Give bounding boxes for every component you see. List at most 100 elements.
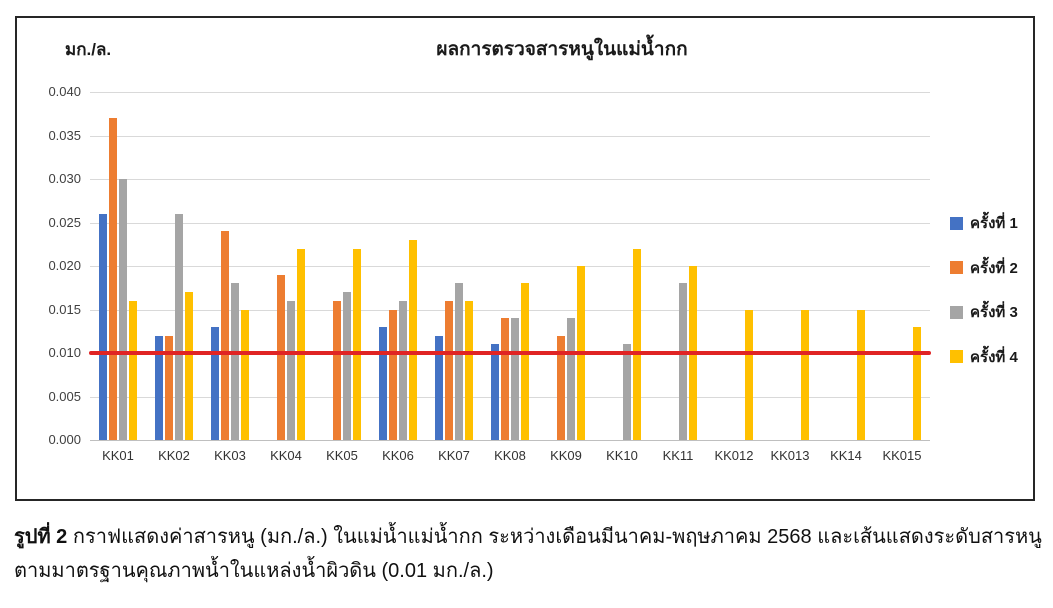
bar: [165, 335, 173, 440]
bar-group-KK04: [258, 92, 314, 440]
legend-swatch: [950, 305, 963, 319]
bar: [333, 300, 341, 440]
bar: [211, 326, 219, 440]
bar: [277, 274, 285, 440]
bar: [801, 309, 809, 440]
legend-item: ครั้งที่ 3: [950, 303, 1018, 321]
bar: [623, 344, 631, 440]
x-axis-label: KK03: [214, 448, 246, 463]
gridline: [90, 222, 930, 224]
x-axis-label: KK012: [714, 448, 754, 463]
bar: [185, 292, 193, 440]
y-axis-tick-label: 0.000: [48, 432, 81, 447]
bar-group-KK015: [874, 92, 930, 440]
legend-label: ครั้งที่ 3: [970, 304, 1018, 321]
bar: [399, 300, 407, 440]
bar-group-KK10: [594, 92, 650, 440]
x-axis-label: KK013: [770, 448, 810, 463]
bar: [633, 248, 641, 440]
x-axis: KK01 KK02 KK03 KK04 KK05 KK06 KK07 KK08 KK09 KK10…: [90, 448, 930, 463]
bar: [241, 309, 249, 440]
legend-item: ครั้งที่ 4: [950, 348, 1018, 366]
bar: [409, 239, 417, 440]
bar: [231, 283, 239, 440]
x-axis-label: KK06: [382, 448, 414, 463]
bar: [129, 300, 137, 440]
bar: [455, 283, 463, 440]
caption-number: รูปที่ 2: [14, 526, 68, 548]
y-axis-tick-label: 0.020: [48, 258, 81, 273]
bar-group-KK11: [650, 92, 706, 440]
legend-label: ครั้งที่ 2: [970, 259, 1018, 277]
bar: [511, 318, 519, 440]
bar-group-KK013: [762, 92, 818, 440]
y-axis-unit-label: มก./ล.: [65, 40, 112, 59]
bar: [343, 292, 351, 440]
bar: [435, 335, 443, 440]
bar: [679, 283, 687, 440]
bar: [287, 300, 295, 440]
legend-swatch: [950, 216, 963, 230]
gridline: [90, 135, 930, 137]
chart-frame: มก./ล. ผลการตรวจสารหนูในแม่น้ำกก 0.040 0.…: [15, 16, 1035, 501]
bar: [221, 231, 229, 440]
bar: [445, 300, 453, 440]
figure-caption: รูปที่ 2 กราฟแสดงค่าสารหนู (มก./ล.) ในแม…: [14, 520, 1042, 588]
x-axis-label: KK14: [830, 448, 862, 463]
bar-group-KK03: [202, 92, 258, 440]
x-axis-label: KK015: [882, 448, 922, 463]
bar-group-KK05: [314, 92, 370, 440]
gridline: [90, 179, 930, 180]
bar-group-KK08: [482, 92, 538, 440]
bar: [109, 118, 117, 440]
plot-area: [89, 92, 931, 441]
bar-groups: [90, 92, 930, 440]
bar: [175, 213, 183, 440]
y-axis-tick-label: 0.040: [48, 84, 81, 99]
bar: [379, 326, 387, 440]
caption-text: กราฟแสดงค่าสารหนู (มก./ล.) ในแม่น้ำแม่น้…: [14, 526, 1042, 582]
bar-group-KK012: [706, 92, 762, 440]
bar: [521, 283, 529, 440]
standard-reference-line: [89, 351, 931, 355]
y-axis-tick-label: 0.030: [48, 171, 81, 186]
y-axis-tick-label: 0.025: [48, 214, 81, 230]
bar: [913, 326, 921, 440]
legend-swatch: [950, 261, 963, 274]
bar: [155, 335, 163, 440]
bar: [297, 248, 305, 440]
bar: [119, 179, 127, 440]
legend-swatch: [950, 350, 963, 363]
legend-item: ครั้งที่ 1: [950, 214, 1018, 232]
x-axis-label: KK02: [158, 448, 190, 463]
gridline: [90, 309, 930, 311]
bar-group-KK07: [426, 92, 482, 440]
x-axis-label: KK04: [270, 448, 302, 463]
bar: [353, 248, 361, 440]
gridline: [90, 266, 930, 267]
x-axis-label: KK07: [438, 448, 470, 463]
y-axis-tick-label: 0.005: [48, 388, 81, 404]
legend-label: ครั้งที่ 1: [970, 215, 1018, 232]
y-axis-tick-label: 0.015: [48, 301, 81, 317]
bar: [389, 309, 397, 440]
bar: [491, 344, 499, 440]
x-axis-label: KK01: [102, 448, 134, 463]
bar-group-KK06: [370, 92, 426, 440]
bar-group-KK14: [818, 92, 874, 440]
bar: [557, 335, 565, 440]
legend-label: ครั้งที่ 4: [970, 348, 1018, 366]
bar: [99, 213, 107, 440]
legend-item: ครั้งที่ 2: [950, 259, 1018, 277]
bar: [857, 309, 865, 440]
bar-group-KK09: [538, 92, 594, 440]
x-axis-label: KK11: [662, 448, 694, 463]
bar-group-KK01: [90, 92, 146, 440]
y-axis-tick-label: 0.010: [48, 345, 81, 360]
gridline: [90, 92, 930, 93]
x-axis-label: KK08: [494, 448, 526, 463]
chart-title: ผลการตรวจสารหนูในแม่น้ำกก: [436, 39, 688, 60]
bar: [567, 318, 575, 440]
bar: [745, 309, 753, 440]
